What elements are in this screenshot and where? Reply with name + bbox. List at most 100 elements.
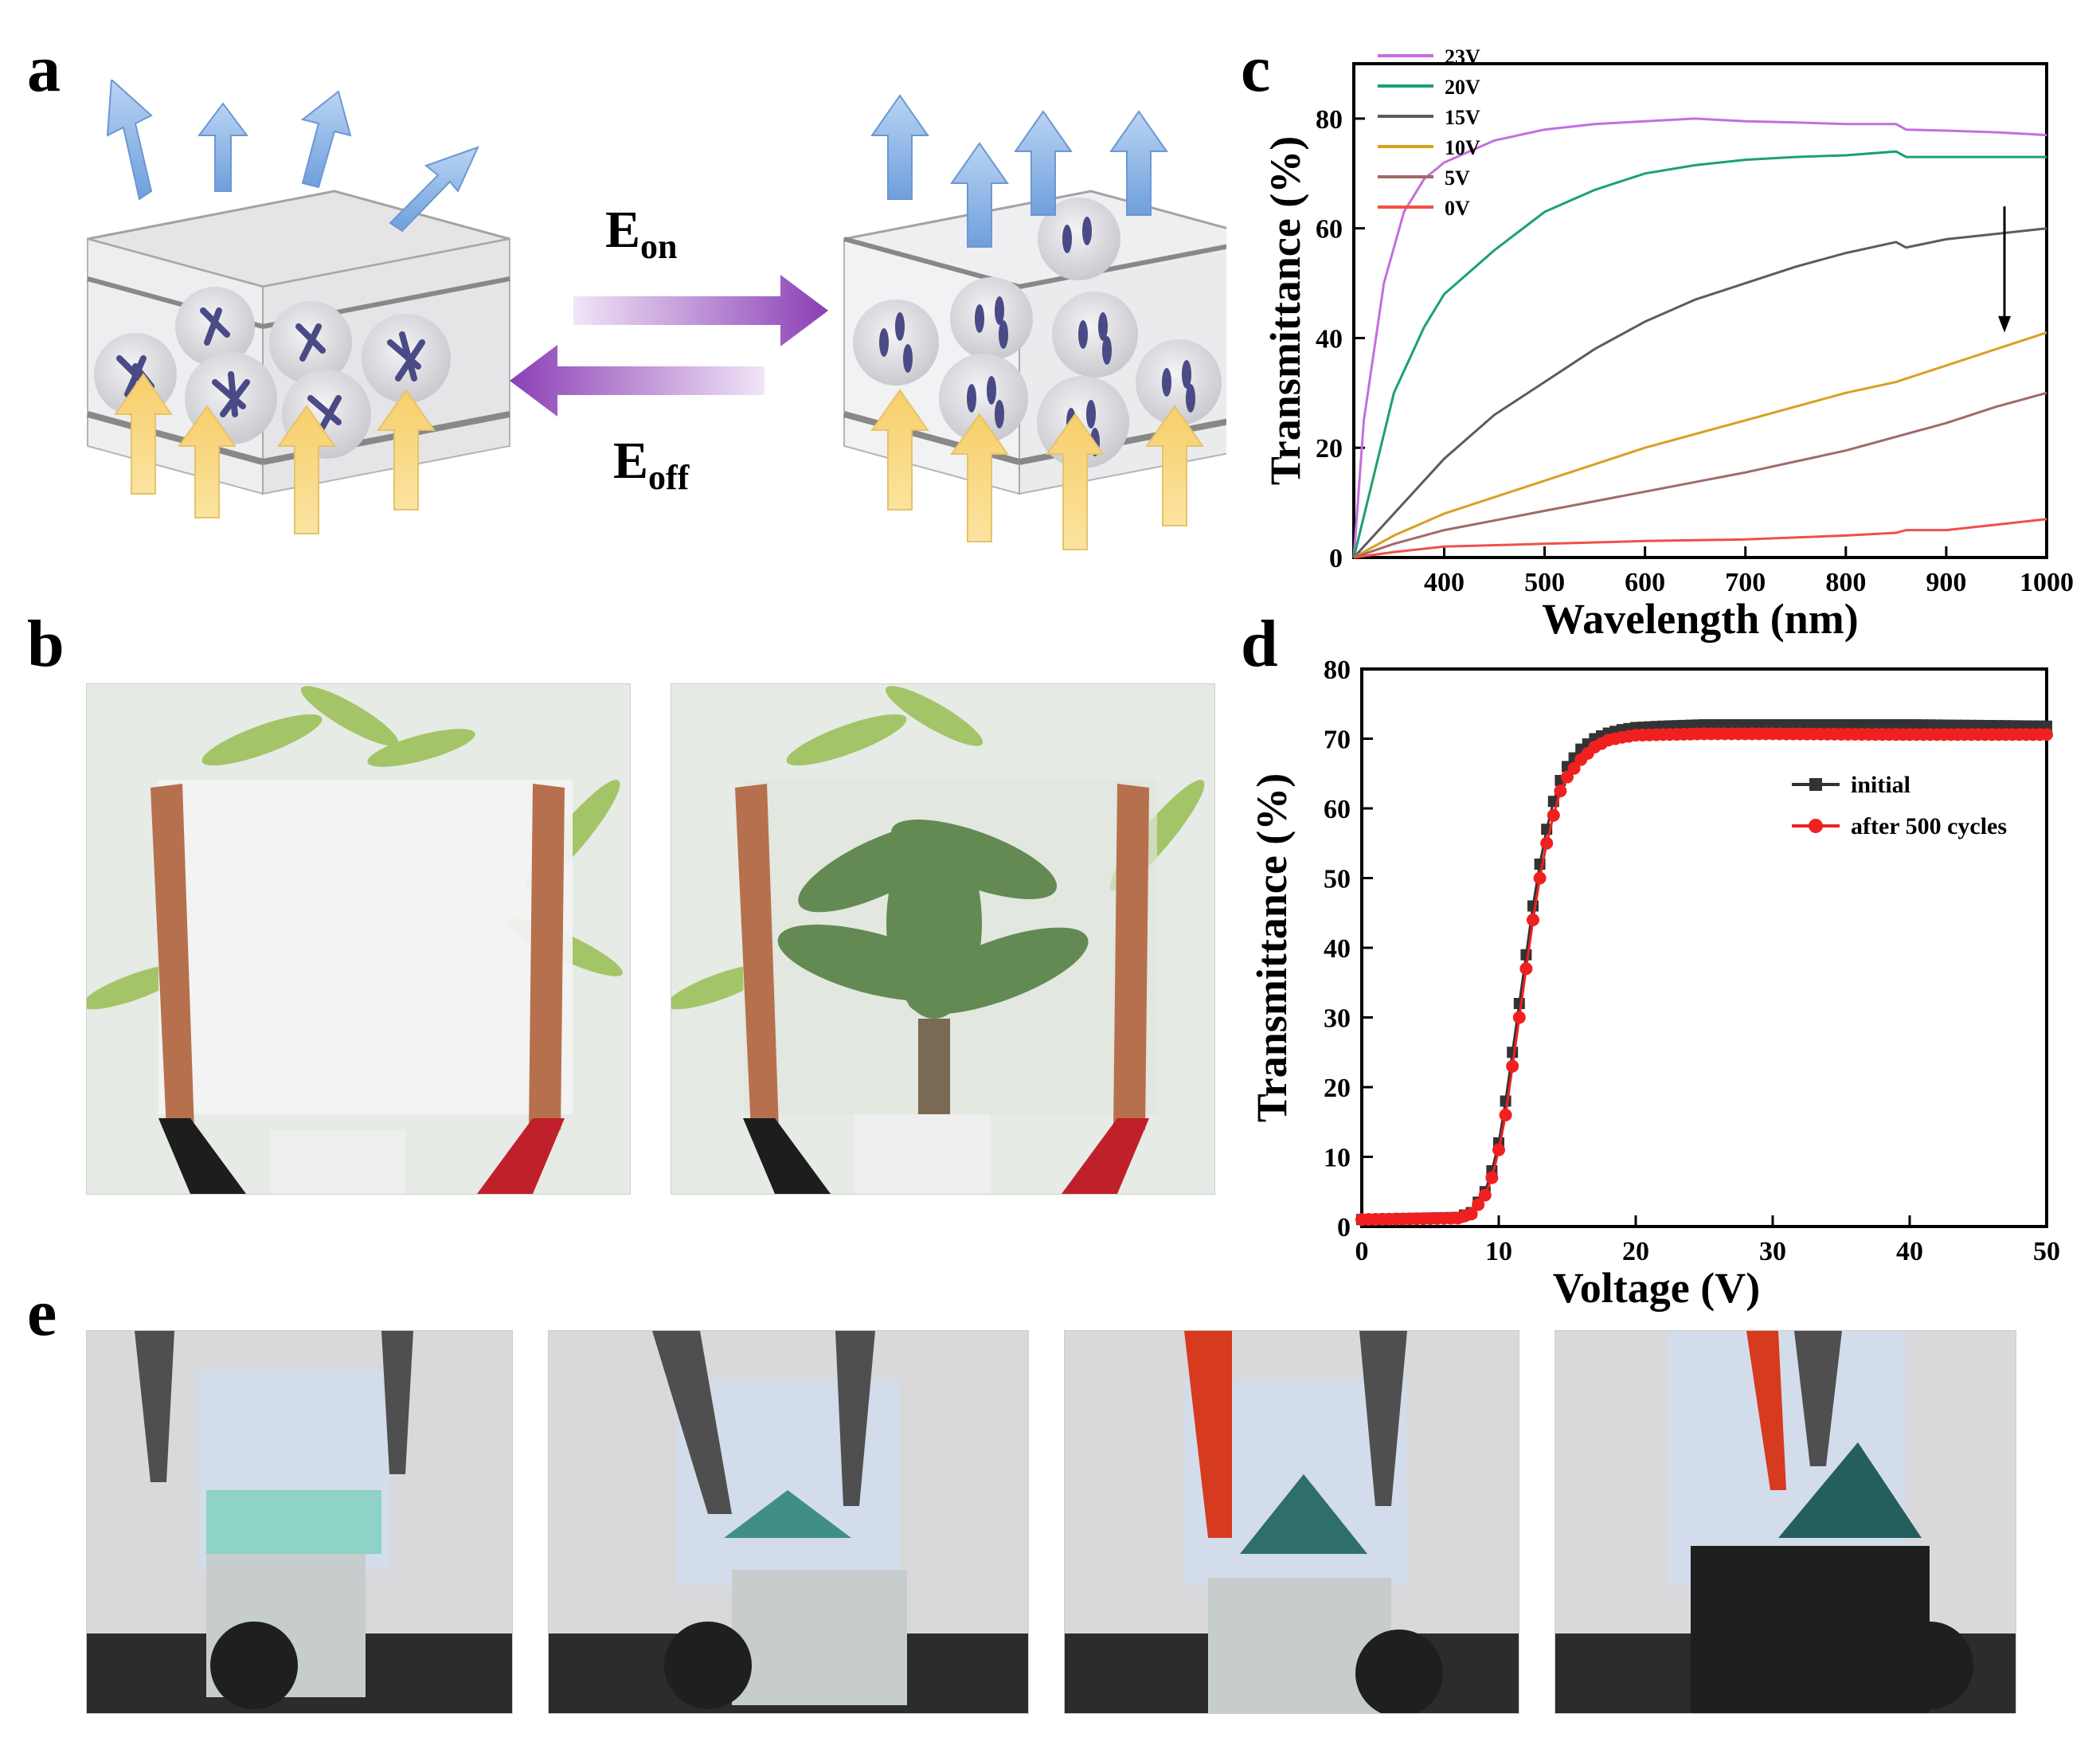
plot-frame [1360,667,2048,1228]
pdlc-switching-schematic: Eon Eoff [86,80,1226,550]
series-line-20v [1352,150,2047,558]
series-line-10v [1353,331,2047,559]
x-tick-label: 900 [1926,568,1966,597]
e-on-label: Eon [605,201,678,266]
photo-bend-4 [1554,1330,2016,1714]
series-line-23v [1352,117,2047,558]
legend-label: initial [1851,772,1910,798]
transmitted-light-arrows [870,94,1168,248]
y-tick-label: 80 [1324,655,1351,685]
legend-label: 0V [1445,197,1470,220]
e-off-label: Eoff [613,432,690,497]
photo-off-state [86,683,631,1195]
data-point [1485,1171,1499,1184]
legend-marker [1809,819,1823,833]
legend-label: 23V [1445,45,1480,68]
data-point [1567,761,1581,775]
data-point [1478,1188,1492,1202]
x-tick-label: 30 [1759,1237,1786,1266]
photo-bend-1 [86,1330,513,1714]
x-tick-label: 400 [1424,568,1465,597]
x-tick-label: 600 [1625,568,1665,597]
data-point [1540,836,1554,850]
data-point [1533,871,1547,885]
photo-bend-3-image [1065,1331,1519,1713]
chart-c-y-axis-title: Transmittance (%) [1261,136,1309,485]
data-point [1554,784,1567,798]
legend-label: 10V [1445,136,1480,159]
x-tick-label: 500 [1524,568,1565,597]
data-point [1507,1047,1519,1058]
chart-d-transmittance-vs-voltage: 0 10 20 30 40 50 0 10 20 30 40 50 60 70 80 initial after… [1248,655,2060,1312]
data-point [1513,998,1525,1009]
y-tick-label: 50 [1324,865,1351,894]
panel-label-c: c [1241,32,1271,106]
photo-bend-2-image [549,1331,1028,1713]
y-tick-label: 0 [1337,1213,1351,1242]
panel-label-d: d [1241,607,1278,681]
data-point [1506,1059,1519,1073]
photo-opaque-film [87,684,630,1194]
chart-d-plot-area: 0 10 20 30 40 50 0 10 20 30 40 50 60 70 80 initial after… [1324,655,2060,1266]
y-tick-label: 40 [1316,324,1343,354]
y-tick-label: 10 [1324,1144,1351,1173]
legend-label: 5V [1445,166,1470,190]
switch-arrows: Eon Eoff [510,201,828,497]
incident-light-arrows [870,389,1204,550]
x-tick-label: 40 [1896,1237,1923,1266]
chart-c-plot-area: 400 500 600 700 800 900 1000 0 20 40 60 80 23V 20V 15V… [1316,45,2074,597]
chart-d-x-axis-title: Voltage (V) [1553,1264,1760,1312]
chart-c-transmittance-vs-wavelength: 400 500 600 700 800 900 1000 0 20 40 60 80 23V 20V 15V… [1261,45,2074,643]
data-point [1465,1207,1478,1221]
y-tick-label: 70 [1324,726,1351,755]
data-point [1519,962,1533,976]
data-point [1500,1095,1511,1107]
y-tick-label: 30 [1324,1004,1351,1034]
legend-label: after 500 cycles [1851,813,2007,839]
data-point [1520,949,1532,961]
y-tick-label: 20 [1316,434,1343,464]
series-line-initial [1361,723,2047,1221]
x-tick-label: 50 [2033,1237,2060,1266]
data-point [1499,1109,1512,1121]
y-tick-label: 0 [1329,544,1343,573]
series-line-15v [1352,227,2047,559]
series-line-after-500-cycles [1361,732,2047,1221]
incident-light-arrows [114,373,436,534]
panel-label-b: b [27,607,65,681]
lc-droplets-aligned [853,198,1222,468]
data-point [1527,914,1539,926]
data-point [1547,808,1560,822]
x-tick-label: 20 [1622,1237,1649,1266]
plot-frame [1352,62,2048,559]
cell-on-state [843,94,1226,550]
photo-bend-2 [548,1330,1029,1714]
photo-bend-3 [1064,1330,1519,1714]
y-tick-label: 60 [1324,795,1351,824]
chart-c-x-axis-title: Wavelength (nm) [1542,595,1859,643]
x-tick-label: 1000 [2020,568,2074,597]
x-tick-label: 800 [1825,568,1866,597]
series-line-5v [1353,391,2047,559]
y-tick-label: 80 [1316,105,1343,135]
photo-on-state [671,683,1215,1195]
panel-label-e: e [27,1276,57,1350]
y-tick-label: 60 [1316,215,1343,245]
photo-bend-1-image [87,1331,512,1713]
scattered-light-arrows [106,80,479,233]
data-point [1512,1011,1526,1024]
photo-transparent-film [671,684,1214,1194]
x-tick-label: 0 [1355,1237,1369,1266]
legend-label: 20V [1445,76,1480,99]
x-tick-label: 700 [1725,568,1766,597]
y-tick-label: 40 [1324,934,1351,964]
data-point [1472,1198,1485,1211]
chart-d-y-axis-title: Transmittance (%) [1248,773,1296,1122]
series-line-0v [1353,518,2047,559]
legend-label: 15V [1445,106,1480,129]
photo-bend-4-image [1555,1331,2016,1713]
arrow-head [1998,315,2012,333]
legend-marker [1809,778,1822,791]
data-point [1561,770,1574,784]
panel-label-a: a [27,32,61,106]
